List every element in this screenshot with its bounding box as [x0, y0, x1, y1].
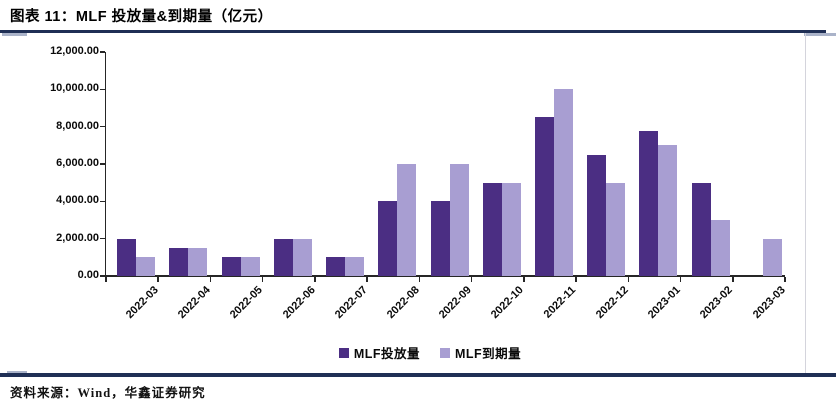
- x-axis-tick: [418, 277, 421, 282]
- x-axis-label: 2023-02: [698, 284, 736, 322]
- y-axis-label: 12,000.00: [50, 45, 99, 57]
- x-axis-tick: [679, 277, 682, 282]
- y-axis-line: [104, 52, 106, 276]
- bar-mlf-maturity-2022-04: [188, 248, 208, 276]
- bar-mlf-injection-2023-01: [639, 130, 659, 276]
- x-axis-label: 2023-03: [750, 284, 788, 322]
- top-rule: [0, 29, 826, 33]
- chart-legend: MLF投放量 MLF到期量: [0, 343, 836, 362]
- bar-mlf-maturity-2022-09: [449, 164, 469, 276]
- bar-mlf-injection-2023-02: [691, 182, 711, 276]
- x-axis-tick: [784, 277, 786, 282]
- x-axis-tick: [523, 277, 525, 282]
- legend-item-mlf-maturity: MLF到期量: [440, 343, 521, 362]
- x-axis-tick: [470, 277, 473, 282]
- bar-mlf-injection-2022-03: [117, 238, 137, 276]
- y-axis-tick: [99, 51, 105, 53]
- legend-label-mlf-maturity: MLF到期量: [455, 347, 522, 361]
- bar-mlf-injection-2022-12: [587, 154, 607, 276]
- y-axis-tick: [99, 200, 105, 203]
- bar-mlf-maturity-2023-02: [710, 220, 730, 276]
- legend-item-mlf-injection: MLF投放量: [338, 343, 420, 362]
- y-axis-label: 6,000.00: [56, 157, 99, 169]
- bar-mlf-injection-2022-09: [430, 201, 450, 276]
- bar-mlf-maturity-2023-01: [658, 145, 678, 276]
- y-axis-label: 2,000.00: [56, 231, 99, 244]
- x-axis-label: 2022-05: [228, 284, 266, 322]
- bar-mlf-injection-2022-05: [221, 257, 241, 276]
- y-axis-label: 4,000.00: [56, 194, 99, 207]
- top-rule-accent-right: [804, 33, 836, 36]
- bar-mlf-maturity-2022-08: [397, 164, 417, 276]
- bar-mlf-injection-2022-11: [534, 117, 554, 276]
- y-axis-tick: [99, 163, 105, 165]
- bar-mlf-maturity-2022-07: [345, 257, 365, 276]
- x-axis-label: 2022-09: [437, 284, 475, 322]
- x-axis-tick: [732, 277, 734, 282]
- y-axis-label: 10,000.00: [50, 82, 99, 95]
- y-axis-tick: [99, 125, 105, 128]
- bar-mlf-maturity-2022-06: [292, 238, 312, 276]
- legend-swatch-mlf-injection: [338, 347, 349, 358]
- x-axis-tick: [314, 277, 316, 282]
- x-axis-label: 2022-12: [593, 284, 631, 322]
- x-axis-tick: [261, 277, 264, 282]
- bar-mlf-maturity-2022-03: [136, 257, 156, 276]
- y-axis-tick: [99, 88, 105, 91]
- bar-mlf-injection-2022-10: [482, 182, 502, 276]
- y-axis-label: 8,000.00: [56, 119, 99, 132]
- x-axis-label: 2022-11: [541, 284, 579, 321]
- bar-mlf-maturity-2022-10: [501, 182, 521, 276]
- y-axis-tick: [99, 237, 105, 240]
- y-axis-label: 0.00: [77, 269, 99, 281]
- x-axis-tick: [157, 277, 159, 282]
- x-axis-label: 2022-10: [489, 284, 527, 322]
- bar-mlf-maturity-2022-12: [606, 182, 626, 276]
- y-axis-tick: [99, 275, 105, 277]
- bar-mlf-maturity-2022-11: [553, 89, 573, 276]
- x-axis-label: 2022-06: [280, 284, 318, 322]
- bar-mlf-maturity-2022-05: [240, 257, 260, 276]
- x-axis-label: 2022-03: [123, 284, 161, 322]
- x-axis-tick: [209, 277, 212, 282]
- x-axis-tick: [366, 277, 368, 282]
- x-axis-label: 2022-04: [175, 284, 213, 322]
- x-axis-label: 2022-08: [384, 284, 422, 322]
- legend-label-mlf-injection: MLF投放量: [353, 347, 420, 361]
- x-axis-label: 2022-07: [332, 284, 370, 322]
- top-rule-accent-left: [2, 33, 27, 36]
- legend-swatch-mlf-maturity: [440, 347, 450, 358]
- figure-title: 图表 11：MLF 投放量&到期量（亿元）: [10, 9, 273, 25]
- x-axis-tick: [627, 277, 630, 282]
- bottom-rule-accent-left: [7, 371, 27, 373]
- x-axis-tick: [105, 277, 107, 282]
- bar-mlf-injection-2022-04: [169, 248, 189, 276]
- x-axis-label: 2023-01: [645, 284, 684, 322]
- bar-mlf-injection-2022-07: [326, 257, 346, 276]
- bottom-rule: [0, 373, 836, 377]
- source-note: 资料来源：Wind，华鑫证券研究: [10, 386, 206, 400]
- x-axis-tick: [575, 277, 577, 282]
- right-cell-divider: [805, 33, 806, 374]
- bar-mlf-injection-2022-06: [273, 238, 293, 276]
- bar-mlf-injection-2022-08: [378, 201, 398, 276]
- bar-mlf-maturity-2023-03: [762, 238, 782, 276]
